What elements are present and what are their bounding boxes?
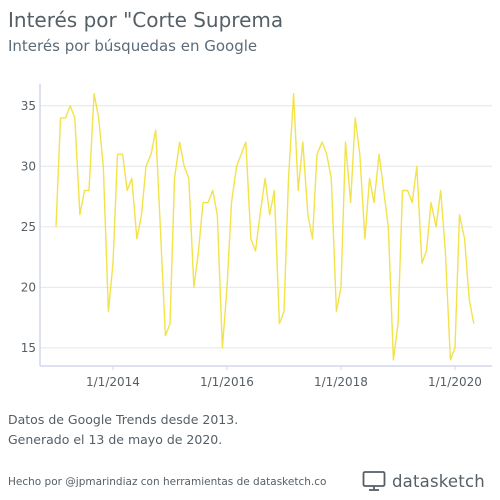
y-tick-label: 30: [21, 159, 36, 173]
y-tick-label: 35: [21, 99, 36, 113]
series-layer: [55, 92, 475, 361]
chart-title: Interés por "Corte Suprema: [8, 8, 284, 32]
brand-name: datasketch: [392, 471, 485, 491]
y-tick-label: 25: [21, 220, 36, 234]
x-tick-label: 1/1/2014: [86, 375, 140, 389]
monitor-icon: [362, 471, 386, 491]
x-tick-label: 1/1/2018: [314, 375, 368, 389]
y-tick-label: 20: [21, 280, 36, 294]
line-chart: 15 20 25 30 35 1/1/2014 1/1/2016 1/1/2018 1/1/20…: [21, 84, 492, 389]
caption-source: Datos de Google Trends desde 2013.: [8, 412, 239, 427]
axes: [39, 84, 492, 370]
brand-logo: datasketch: [362, 468, 485, 494]
tick-labels: 15 20 25 30 35 1/1/2014 1/1/2016 1/1/2018 1/1/20…: [21, 99, 482, 389]
x-tick-label: 1/1/2020: [428, 375, 482, 389]
x-tick-label: 1/1/2016: [200, 375, 254, 389]
credit-text: Hecho por @jpmarindiaz con herramientas …: [8, 476, 327, 488]
y-tick-label: 15: [21, 341, 36, 355]
chart-subtitle: Interés por búsquedas en Google: [8, 37, 258, 55]
caption-generated: Generado el 13 de mayo de 2020.: [8, 432, 223, 447]
series-line: [55, 92, 475, 361]
